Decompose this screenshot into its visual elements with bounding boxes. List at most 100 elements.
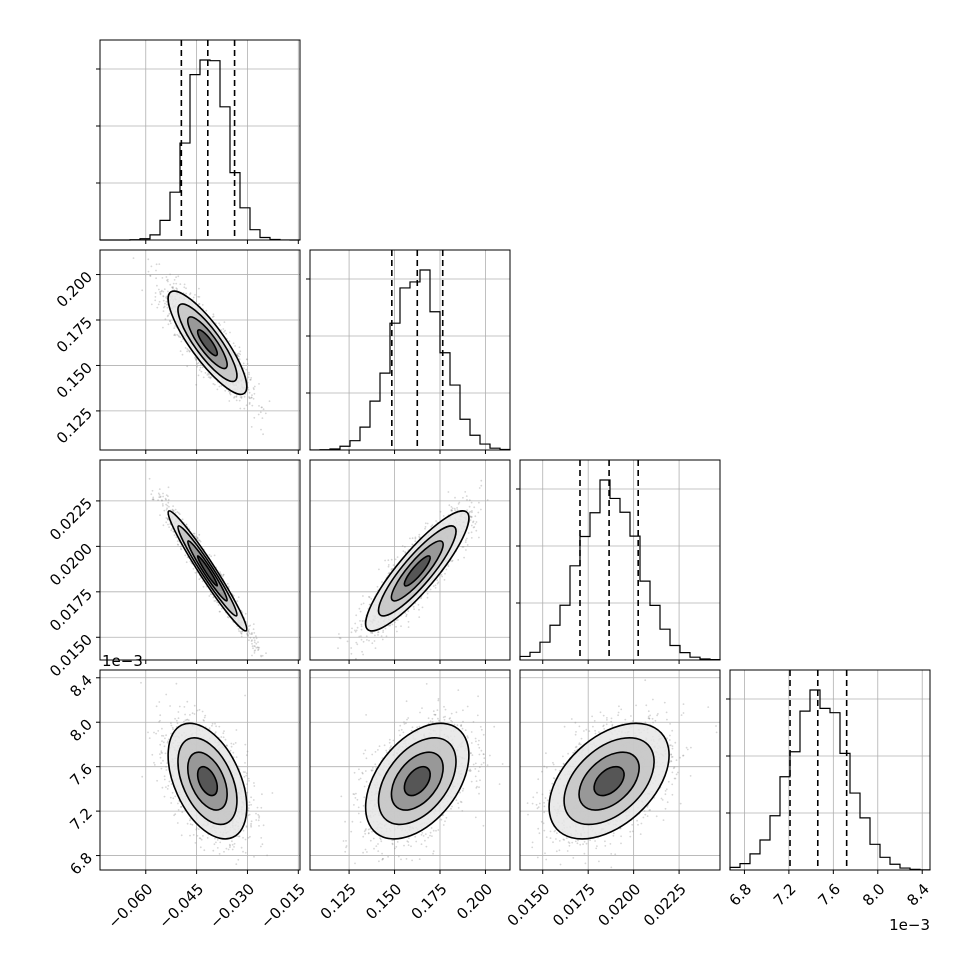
sample-point — [424, 526, 427, 528]
sample-point — [220, 607, 223, 610]
sample-point — [198, 296, 201, 298]
sample-point — [165, 276, 168, 278]
sample-point — [186, 348, 189, 350]
sample-point — [356, 626, 359, 629]
sample-point — [166, 306, 169, 309]
sample-point — [232, 342, 235, 345]
sample-point — [179, 545, 182, 548]
contour-1.5sigma — [177, 303, 238, 383]
sample-point — [196, 537, 199, 539]
sample-point — [195, 383, 198, 386]
sample-point — [194, 356, 196, 359]
sample-point — [465, 549, 467, 551]
sample-point — [173, 534, 176, 536]
sample-point — [189, 293, 191, 296]
sample-point — [169, 320, 172, 323]
sample-point — [248, 371, 250, 374]
sample-point — [176, 540, 179, 542]
sample-point — [179, 336, 182, 339]
sample-point — [163, 288, 166, 291]
sample-point — [201, 580, 204, 583]
sample-point — [473, 506, 476, 509]
sample-point — [239, 407, 242, 410]
sample-point — [251, 645, 254, 648]
sample-point — [238, 399, 241, 402]
sample-point — [161, 499, 163, 502]
sample-point — [442, 515, 445, 517]
sample-point — [201, 366, 204, 369]
density-fill — [197, 329, 218, 356]
sample-point — [258, 383, 260, 385]
sample-point — [165, 517, 168, 519]
sample-point — [234, 345, 237, 347]
sample-point — [162, 295, 165, 297]
sample-point — [458, 501, 461, 504]
sample-point — [224, 389, 227, 392]
sample-point — [207, 372, 210, 375]
sample-point — [248, 391, 251, 394]
sample-point — [171, 286, 174, 289]
sample-point — [350, 652, 353, 655]
contour-2sigma — [167, 290, 248, 396]
sample-point — [253, 645, 256, 647]
sample-point — [255, 642, 258, 645]
sample-point — [196, 537, 199, 540]
sample-point — [233, 396, 235, 399]
sample-point — [168, 312, 171, 315]
sample-point — [151, 498, 154, 501]
sample-point — [466, 499, 468, 501]
sample-point — [235, 399, 238, 402]
sample-point — [219, 324, 222, 326]
sample-point — [247, 376, 250, 379]
sample-point — [179, 283, 182, 285]
sample-point — [162, 290, 165, 293]
sample-point — [166, 303, 168, 306]
sample-point — [236, 353, 239, 355]
sample-point — [261, 654, 264, 657]
sample-point — [178, 513, 181, 515]
sample-point — [391, 623, 394, 626]
sample-point — [167, 499, 170, 501]
sample-point — [253, 416, 256, 419]
sample-point — [238, 358, 241, 361]
sample-point — [202, 376, 205, 379]
sample-point — [374, 634, 376, 637]
sample-point — [161, 503, 164, 505]
sample-point — [186, 365, 189, 368]
sample-point — [218, 610, 221, 613]
sample-point — [238, 630, 240, 632]
sample-point — [440, 573, 443, 576]
contour-0.5sigma — [196, 329, 219, 357]
sample-point — [184, 554, 187, 557]
sample-point — [246, 633, 249, 636]
y-tick-label: 0.0175 — [46, 585, 96, 635]
sample-point — [162, 295, 165, 298]
sample-point — [252, 387, 255, 389]
sample-point — [418, 616, 421, 618]
sample-point — [475, 529, 478, 532]
y-tick-label: 0.125 — [53, 404, 96, 447]
sample-point — [253, 637, 255, 639]
sample-point — [162, 492, 164, 495]
sample-point — [434, 587, 437, 589]
sample-point — [396, 630, 398, 633]
sample-point — [210, 555, 213, 558]
sample-point — [426, 596, 429, 599]
sample-point — [161, 277, 164, 279]
sample-point — [409, 537, 411, 540]
sample-point — [213, 554, 216, 557]
sample-point — [245, 368, 248, 371]
sample-point — [248, 403, 251, 405]
sample-point — [162, 326, 164, 329]
sample-point — [158, 496, 161, 498]
sample-point — [258, 646, 261, 649]
sample-point — [167, 314, 170, 317]
sample-point — [426, 592, 429, 595]
sample-point — [186, 350, 189, 353]
sample-point — [194, 358, 197, 361]
sample-point — [167, 290, 169, 293]
sample-point — [412, 605, 415, 608]
sample-point — [469, 510, 472, 513]
sample-point — [447, 491, 450, 493]
sample-point — [252, 397, 255, 400]
